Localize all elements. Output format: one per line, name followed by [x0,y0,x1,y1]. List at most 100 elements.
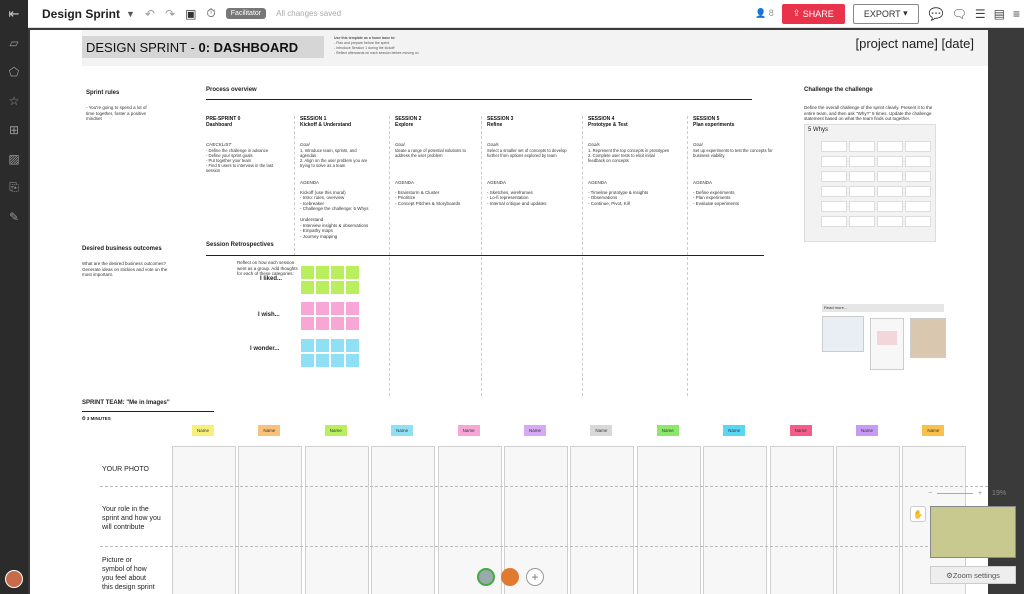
sticky-note[interactable] [346,317,359,330]
collaborator-avatar[interactable] [501,568,519,586]
sticky-note[interactable] [346,266,359,279]
zoom-track[interactable] [937,492,974,494]
five-whys-cell[interactable] [877,141,903,152]
five-whys-card[interactable]: 5 Whys [804,124,936,242]
chat-icon[interactable]: 🗨 [951,6,967,21]
five-whys-cell[interactable] [905,201,931,212]
name-sticky[interactable]: Name [789,425,812,436]
sticky-note[interactable] [331,339,344,352]
team-column[interactable] [238,446,303,594]
sticky-note[interactable] [301,354,314,367]
file-upload-icon[interactable]: ⎘ [9,180,19,194]
five-whys-cell[interactable] [849,201,875,212]
name-sticky[interactable]: Name [324,425,347,436]
sticky-note[interactable] [331,266,344,279]
five-whys-cell[interactable] [905,156,931,167]
sticky-note[interactable] [316,302,329,315]
team-column[interactable] [703,446,768,594]
export-button[interactable]: EXPORT ▾ [852,3,919,24]
team-column[interactable] [371,446,436,594]
comments-icon[interactable]: 💬 [928,6,944,21]
sticky-note[interactable] [346,302,359,315]
five-whys-cell[interactable] [821,216,847,227]
read-more[interactable]: Read more... [822,304,944,312]
share-button[interactable]: ⇪ SHARE [781,3,845,24]
zoom-slider[interactable]: − + 19% [928,490,1020,504]
outline-icon[interactable]: ▣ [185,6,197,21]
undo-icon[interactable]: ↶ [144,6,155,21]
sticky-note[interactable] [346,339,359,352]
mural-canvas[interactable]: DESIGN SPRINT - 0: DASHBOARD Use this te… [30,30,988,594]
five-whys-cell[interactable] [821,171,847,182]
sticky-note[interactable] [316,281,329,294]
sticky-note[interactable] [346,281,359,294]
sticky-note[interactable] [301,317,314,330]
name-sticky[interactable]: Name [457,425,480,436]
five-whys-cell[interactable] [905,171,931,182]
zoom-in-icon[interactable]: + [978,490,983,497]
five-whys-cell[interactable] [849,141,875,152]
sticky-note[interactable] [316,317,329,330]
minimap[interactable] [930,506,1016,558]
sticky-note[interactable] [331,317,344,330]
sticky-note[interactable] [316,354,329,367]
facilitator-badge[interactable]: Facilitator [225,8,267,19]
five-whys-cell[interactable] [821,141,847,152]
five-whys-cell[interactable] [849,186,875,197]
five-whys-cell[interactable] [849,156,875,167]
zoom-out-icon[interactable]: − [928,490,933,497]
five-whys-cell[interactable] [821,186,847,197]
five-whys-cell[interactable] [905,186,931,197]
name-sticky[interactable]: Name [856,425,878,436]
five-whys-cell[interactable] [905,216,931,227]
user-icon[interactable]: 👤 8 [755,8,774,18]
sticky-note[interactable] [316,339,329,352]
team-column[interactable] [636,446,701,594]
five-whys-cell[interactable] [877,171,903,182]
frameworks-icon[interactable]: ⊞ [8,122,20,137]
timer-icon[interactable]: ⏱ [206,6,216,20]
five-whys-cell[interactable] [821,201,847,212]
invite-add-icon[interactable]: + [526,568,544,586]
name-sticky[interactable]: Name [391,425,414,436]
five-whys-cell[interactable] [877,156,903,167]
five-whys-cell[interactable] [821,156,847,167]
read-more-thumb[interactable] [910,318,946,358]
menu-icon[interactable]: ≡ [1012,6,1020,21]
name-sticky[interactable]: Name [590,425,613,436]
team-column[interactable] [304,446,369,594]
activity-icon[interactable]: ☰ [974,6,986,21]
pan-hand-icon[interactable]: ✋ [910,506,926,522]
sticky-note[interactable] [331,354,344,367]
sticky-note[interactable] [331,302,344,315]
chevron-down-icon[interactable]: ▼ [126,8,135,19]
read-more-thumb[interactable] [870,318,904,370]
name-sticky[interactable]: Name [723,425,746,436]
read-more-thumb[interactable] [822,316,864,352]
sticky-note[interactable] [346,354,359,367]
zoom-settings-button[interactable]: ⚙ Zoom settings [930,566,1016,584]
image-icon[interactable]: ▨ [8,151,20,166]
five-whys-cell[interactable] [877,216,903,227]
name-sticky[interactable]: Name [258,425,281,436]
sticky-note[interactable] [331,281,344,294]
exit-icon[interactable]: ⇤ [0,0,28,28]
sticky-note[interactable] [301,339,314,352]
avatar[interactable] [5,570,23,588]
sticky-note[interactable] [301,302,314,315]
five-whys-cell[interactable] [877,186,903,197]
five-whys-cell[interactable] [877,201,903,212]
sticky-note[interactable] [301,281,314,294]
redo-icon[interactable]: ↷ [165,6,176,21]
outline-list-icon[interactable]: ▤ [993,6,1005,21]
collaborator-avatar[interactable] [477,568,495,586]
board-title[interactable]: Design Sprint [42,6,121,21]
shapes-icon[interactable]: ⬠ [8,64,20,79]
star-icon[interactable]: ☆ [8,93,20,108]
five-whys-cell[interactable] [849,171,875,182]
five-whys-cell[interactable] [905,141,931,152]
name-sticky[interactable]: Name [524,425,546,436]
name-sticky[interactable]: Name [192,425,214,436]
pen-icon[interactable]: ✎ [8,209,20,224]
sticky-note[interactable] [301,266,314,279]
